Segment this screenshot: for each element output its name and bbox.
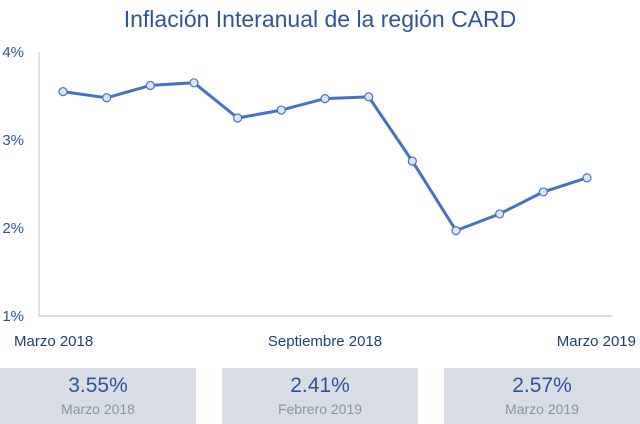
data-point (145, 80, 155, 91)
data-point (58, 86, 68, 97)
data-point (582, 173, 592, 183)
line-chart: 1%2%3%4% Marzo 2018 Septiembre 2018 Marzo … (2, 44, 636, 350)
stat-value: 3.55% (68, 374, 128, 397)
stat-date: Febrero 2019 (277, 401, 363, 417)
stat-box-third: 2.57% Marzo 2019 (444, 368, 640, 424)
x-tick-label: Septiembre 2018 (268, 333, 382, 350)
chart-axes (38, 52, 612, 317)
stat-value: 2.41% (290, 374, 350, 397)
series-group (58, 78, 592, 236)
x-tick-label: Marzo 2018 (14, 333, 93, 350)
y-tick-label: 3% (2, 132, 24, 149)
y-tick-label: 2% (2, 220, 24, 237)
data-point (102, 93, 112, 103)
y-tick-label: 4% (2, 44, 24, 61)
stat-box-second: 2.41% Febrero 2019 (222, 368, 418, 424)
x-axis-ticks: Marzo 2018 Septiembre 2018 Marzo 2019 (14, 333, 636, 350)
data-point (364, 92, 374, 102)
data-point (233, 113, 243, 123)
chart-title: Inflación Interanual de la región CARD (123, 6, 517, 32)
y-tick-label: 1% (2, 308, 24, 325)
data-point (189, 78, 199, 88)
stat-box-first: 3.55% Marzo 2018 (0, 368, 196, 424)
stat-date: Marzo 2019 (505, 401, 579, 417)
data-point (276, 105, 286, 115)
data-point (451, 226, 461, 236)
series-line (62, 81, 588, 233)
stat-date: Marzo 2018 (61, 401, 135, 417)
data-point (407, 156, 417, 166)
data-point (538, 187, 548, 197)
y-axis-ticks: 1% 2% 3% 4% (2, 44, 24, 325)
x-tick-label: Marzo 2019 (557, 333, 636, 350)
data-point (320, 94, 330, 104)
stat-value: 2.57% (512, 374, 572, 397)
data-point (495, 209, 505, 219)
